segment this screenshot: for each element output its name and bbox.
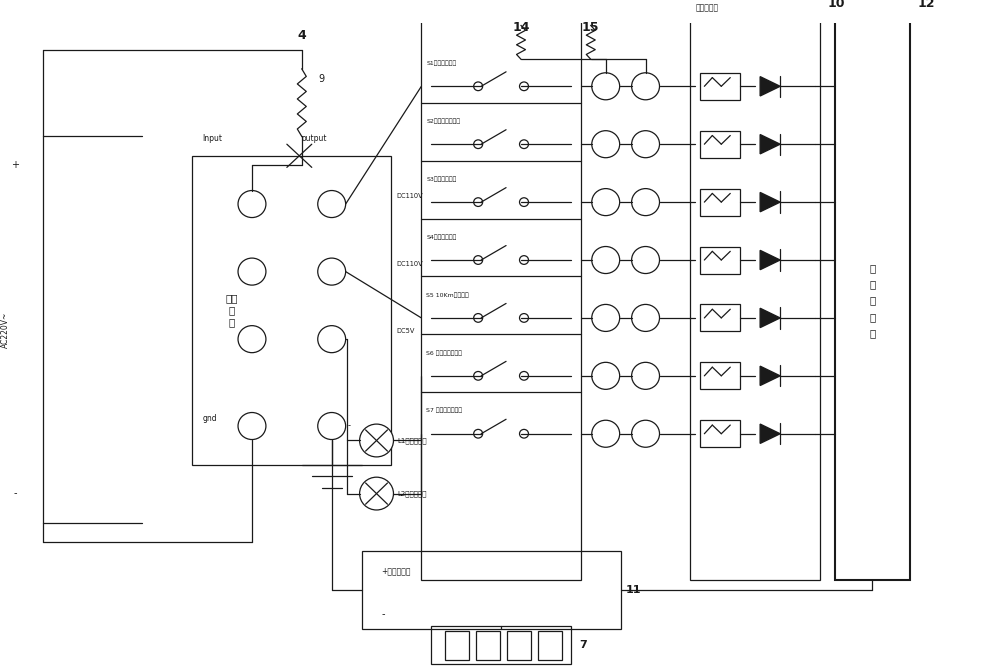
Circle shape [238,258,266,285]
Circle shape [632,246,660,273]
Bar [835,21,910,580]
Circle shape [520,198,528,206]
Text: +计数器电路: +计数器电路 [382,566,411,575]
Bar [690,21,820,580]
Circle shape [632,362,660,389]
Text: S6 外側指示灯按鈕: S6 外側指示灯按鈕 [426,350,462,355]
Circle shape [520,140,528,148]
Bar [700,420,740,448]
Text: 4: 4 [297,29,306,41]
Polygon shape [760,366,780,385]
Text: -: - [348,422,351,430]
Circle shape [520,371,528,380]
Text: S1零速信号按鈕: S1零速信号按鈕 [426,60,457,66]
Text: -: - [382,609,385,619]
Text: S2门功能信号按鈕: S2门功能信号按鈕 [426,118,460,124]
Bar [476,631,500,659]
Text: DC110V: DC110V [396,261,423,267]
Polygon shape [760,250,780,270]
Circle shape [474,430,483,438]
Circle shape [238,413,266,440]
Text: L1外側指示灯: L1外側指示灯 [397,437,427,444]
Text: S7 内側指示灯按鈕: S7 内側指示灯按鈕 [426,408,462,413]
Circle shape [318,258,346,285]
Circle shape [360,424,393,457]
Text: output: output [302,134,327,143]
Circle shape [632,420,660,448]
Text: 7: 7 [579,640,587,650]
Text: AC220V~: AC220V~ [1,311,10,348]
Text: -: - [13,488,17,498]
Circle shape [632,73,660,100]
Circle shape [592,73,620,100]
Circle shape [520,313,528,322]
Bar [700,305,740,331]
Text: S3开门信号按鈕: S3开门信号按鈕 [426,176,457,182]
Circle shape [360,477,393,510]
Circle shape [520,430,528,438]
Circle shape [592,420,620,448]
Text: DC5V: DC5V [396,329,415,334]
Bar [507,631,531,659]
Bar [700,73,740,100]
Circle shape [632,188,660,216]
Circle shape [474,256,483,265]
Bar [421,21,581,580]
Circle shape [592,246,620,273]
Circle shape [318,190,346,218]
Text: Input: Input [202,134,222,143]
Circle shape [474,140,483,148]
Text: S4关门信号按鈕: S4关门信号按鈕 [426,234,457,240]
Text: 14: 14 [512,21,530,34]
Circle shape [474,198,483,206]
Circle shape [238,325,266,353]
Bar [445,631,469,659]
Bar [431,626,571,665]
Bar [700,188,740,216]
Circle shape [318,413,346,440]
Circle shape [592,305,620,331]
Text: 门
控
器
电
路: 门 控 器 电 路 [869,263,875,339]
Circle shape [238,190,266,218]
Polygon shape [760,192,780,212]
Bar [700,246,740,273]
Text: +: + [11,160,19,170]
Text: 9: 9 [319,73,325,84]
Circle shape [632,305,660,331]
Text: 10: 10 [828,0,845,10]
Bar [538,631,562,659]
Circle shape [632,131,660,158]
Text: 门控维电器: 门控维电器 [695,3,719,13]
Text: 12: 12 [918,0,935,10]
Text: gnd: gnd [202,414,217,423]
Polygon shape [760,424,780,444]
Circle shape [592,188,620,216]
Text: DC110V: DC110V [396,193,423,199]
Circle shape [474,371,483,380]
Circle shape [592,131,620,158]
Polygon shape [760,134,780,154]
Text: S5 10Km信号按鈕: S5 10Km信号按鈕 [426,292,469,298]
Bar [362,552,621,629]
Circle shape [520,256,528,265]
Polygon shape [760,77,780,96]
Bar [700,362,740,389]
Bar [192,156,391,465]
Circle shape [474,313,483,322]
Text: 开关
电
源: 开关 电 源 [226,294,238,327]
Circle shape [520,82,528,91]
Text: 11: 11 [626,585,641,595]
Text: 15: 15 [582,21,600,34]
Circle shape [592,362,620,389]
Circle shape [318,325,346,353]
Polygon shape [760,308,780,327]
Circle shape [474,82,483,91]
Bar [700,131,740,158]
Text: L2内側指示灯: L2内側指示灯 [397,490,427,497]
